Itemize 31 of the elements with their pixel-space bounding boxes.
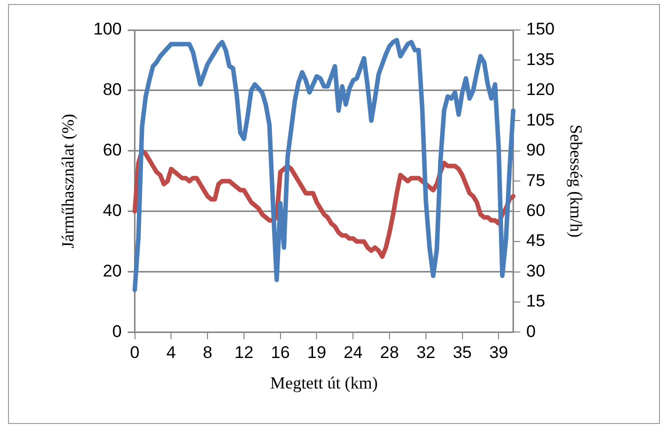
x-tick-label: 24 bbox=[344, 343, 363, 362]
x-tick-label: 8 bbox=[202, 343, 212, 362]
y-tick-label: 60 bbox=[102, 140, 122, 160]
x-tick-label: 0 bbox=[130, 343, 140, 362]
y2-tick-label: 30 bbox=[526, 261, 546, 280]
y-axis-title: Járműhasználat (%) bbox=[58, 114, 78, 248]
x-tick-label: 28 bbox=[380, 343, 399, 362]
y2-tick-label: 15 bbox=[526, 292, 546, 311]
y2-tick-label: 120 bbox=[526, 80, 555, 100]
y2-tick-label: 60 bbox=[526, 201, 546, 220]
x-tick-label: 12 bbox=[234, 343, 254, 362]
y2-tick-label: 45 bbox=[526, 231, 546, 250]
x-tick-label: 4 bbox=[166, 343, 176, 362]
y2-axis-title: Sebesség (km/h) bbox=[566, 124, 586, 238]
y2-tick-label: 105 bbox=[526, 110, 555, 130]
x-tick-label: 16 bbox=[270, 343, 290, 362]
y2-tick-label: 150 bbox=[526, 20, 555, 39]
x-tick-label: 35 bbox=[452, 343, 472, 362]
y-tick-label: 0 bbox=[112, 322, 122, 341]
y2-tick-label: 90 bbox=[526, 140, 546, 160]
y-tick-label: 40 bbox=[102, 201, 122, 220]
x-tick-label: 39 bbox=[489, 343, 508, 362]
x-axis-title: Megtett út (km) bbox=[270, 373, 378, 392]
y2-tick-label: 135 bbox=[526, 50, 555, 69]
y2-tick-label: 0 bbox=[526, 322, 536, 341]
x-tick-label: 19 bbox=[307, 343, 326, 362]
y-tick-label: 80 bbox=[102, 80, 122, 100]
y-tick-label: 100 bbox=[93, 20, 122, 39]
x-tick-label: 32 bbox=[416, 343, 436, 362]
y2-tick-label: 75 bbox=[526, 170, 546, 190]
y-tick-label: 20 bbox=[102, 261, 122, 280]
